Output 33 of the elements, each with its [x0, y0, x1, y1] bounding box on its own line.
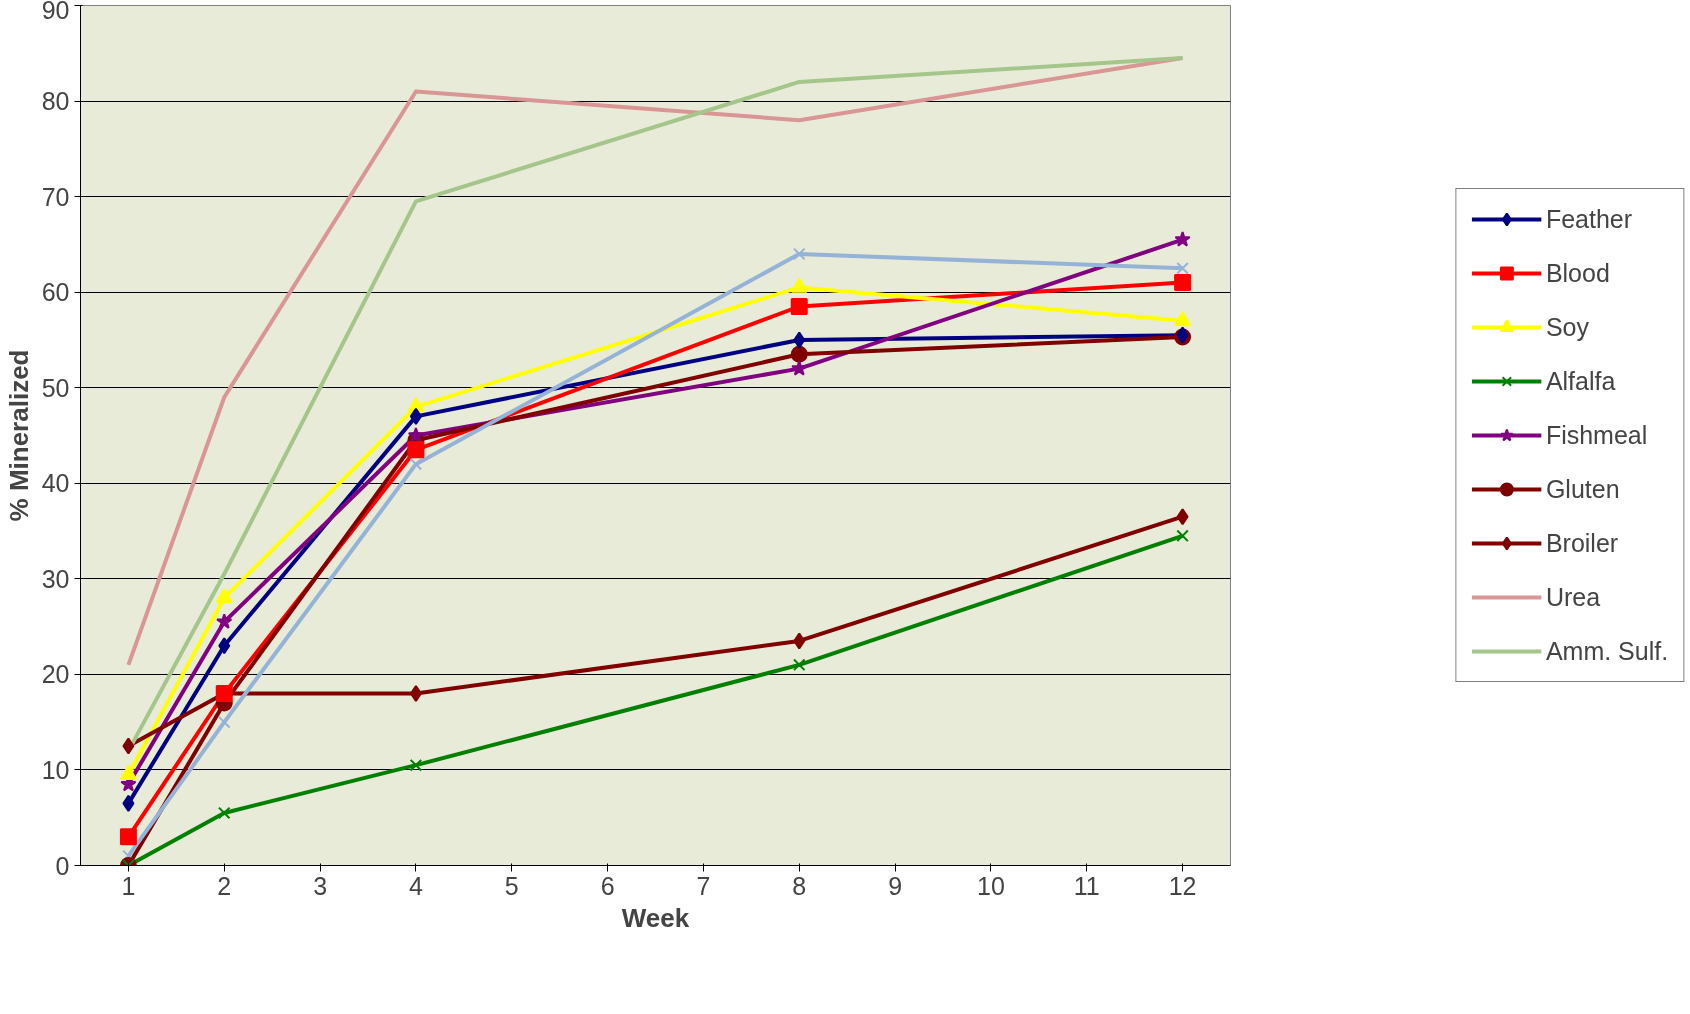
x-tick-label: 1: [121, 871, 136, 900]
y-tick-label: 20: [41, 660, 70, 689]
y-tick-label: 50: [41, 373, 70, 402]
x-tick-label: 4: [408, 871, 423, 900]
legend-label: Urea: [1545, 582, 1601, 612]
y-tick-label: 90: [41, 0, 70, 24]
x-tick-label: 7: [696, 871, 711, 900]
x-axis-title: Week: [621, 902, 690, 933]
y-tick-label: 60: [41, 278, 70, 307]
x-tick-label: 9: [888, 871, 903, 900]
x-tick-label: 11: [1073, 871, 1100, 900]
y-axis-title: % Mineralized: [3, 349, 34, 522]
y-tick-label: 40: [41, 469, 70, 498]
y-tick-label: 70: [41, 182, 70, 211]
legend-label: Amm. Sulf.: [1545, 636, 1669, 666]
x-tick-label: 8: [792, 871, 807, 900]
x-tick-label: 2: [217, 871, 232, 900]
y-tick-label: 30: [41, 564, 70, 593]
x-tick-label: 12: [1168, 871, 1197, 900]
x-tick-label: 10: [977, 871, 1005, 900]
legend-label: Feather: [1545, 204, 1633, 234]
x-tick-label: 5: [504, 871, 519, 900]
y-tick-label: 0: [55, 851, 70, 880]
x-tick-label: 6: [600, 871, 615, 900]
x-tick-label: 3: [313, 871, 328, 900]
legend-label: Broiler: [1545, 528, 1619, 558]
legend-label: Fishmeal: [1545, 420, 1648, 450]
legend-label: Alfalfa: [1545, 366, 1616, 396]
y-tick-label: 80: [41, 87, 70, 116]
legend-label: Gluten: [1545, 474, 1620, 504]
legend-label: Soy: [1545, 312, 1589, 342]
legend-label: Blood: [1545, 258, 1610, 288]
y-tick-label: 10: [41, 755, 70, 784]
